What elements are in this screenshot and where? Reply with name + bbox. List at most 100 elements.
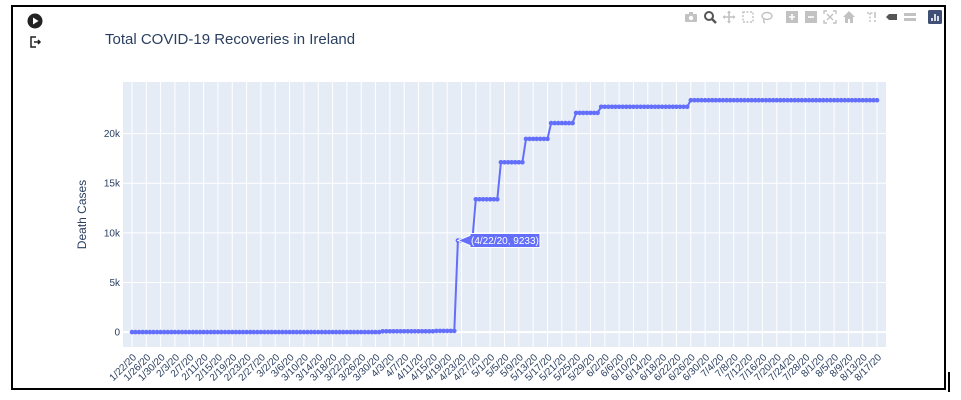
y-tick-label: 15k — [104, 179, 121, 190]
data-point — [237, 329, 242, 335]
data-point — [412, 329, 418, 334]
data-point — [176, 329, 181, 335]
data-point — [717, 97, 722, 103]
data-point — [609, 104, 615, 110]
hover-compare-icon[interactable] — [902, 9, 918, 25]
data-point — [656, 104, 661, 110]
data-point — [512, 160, 518, 165]
data-point — [230, 329, 235, 335]
data-point — [366, 329, 371, 335]
hover-closest-icon[interactable] — [883, 9, 899, 25]
data-point — [588, 110, 593, 116]
spike-lines-icon[interactable] — [864, 9, 880, 25]
hover-tooltip-text: (4/22/20, 9233) — [471, 236, 539, 247]
data-point — [384, 329, 389, 334]
data-point — [742, 97, 747, 103]
data-point — [330, 329, 335, 335]
data-point — [301, 329, 307, 335]
box-select-icon[interactable] — [740, 9, 756, 25]
data-point — [283, 329, 289, 335]
data-point — [341, 329, 346, 335]
chart-title: Total COVID-19 Recoveries in Ireland — [105, 31, 356, 48]
data-point — [559, 120, 565, 126]
play-icon[interactable] — [24, 10, 46, 32]
data-point — [444, 328, 450, 334]
data-point — [749, 97, 754, 103]
y-tick-label: 10k — [104, 228, 121, 239]
data-point — [695, 97, 701, 103]
zoom-out-icon[interactable] — [803, 9, 819, 25]
data-point — [201, 329, 206, 335]
data-point — [147, 329, 153, 335]
data-point — [584, 110, 590, 116]
data-point — [806, 97, 812, 103]
data-point — [541, 136, 547, 142]
plotly-logo-icon[interactable] — [927, 9, 943, 25]
data-point — [821, 97, 826, 103]
data-point — [161, 329, 167, 335]
data-point — [287, 329, 292, 335]
data-point — [735, 97, 740, 103]
data-point — [312, 329, 317, 335]
data-point — [778, 97, 783, 103]
data-point — [523, 136, 529, 142]
data-point — [473, 197, 479, 202]
data-point — [534, 136, 539, 142]
data-point — [799, 97, 805, 103]
data-point — [505, 160, 511, 165]
autoscale-icon[interactable] — [822, 9, 838, 25]
data-point — [613, 104, 618, 110]
data-point — [645, 104, 651, 110]
data-point — [527, 136, 532, 142]
data-point — [731, 97, 737, 103]
data-point — [860, 97, 865, 103]
pan-icon[interactable] — [721, 9, 737, 25]
data-point — [849, 97, 855, 103]
data-point — [763, 97, 769, 103]
data-point — [219, 329, 224, 335]
data-point — [294, 329, 300, 335]
data-point — [602, 104, 608, 110]
data-point — [441, 328, 446, 334]
zoom-in-icon[interactable] — [784, 9, 800, 25]
data-point — [649, 104, 654, 110]
data-point — [867, 97, 873, 103]
data-point — [856, 97, 862, 103]
reset-axes-icon[interactable] — [841, 9, 857, 25]
data-point — [337, 329, 343, 335]
data-point — [276, 329, 282, 335]
data-point — [254, 329, 260, 335]
data-point — [305, 329, 310, 335]
data-point — [187, 329, 192, 335]
data-point — [663, 104, 668, 110]
camera-icon[interactable] — [683, 9, 699, 25]
data-point — [760, 97, 765, 103]
data-point — [853, 97, 858, 103]
data-point — [530, 136, 536, 142]
zoom-icon[interactable] — [702, 9, 718, 25]
data-point — [581, 110, 586, 116]
data-point — [538, 136, 543, 142]
data-point — [681, 104, 686, 110]
lasso-select-icon[interactable] — [759, 9, 775, 25]
data-point — [598, 104, 604, 110]
data-point — [394, 329, 400, 334]
data-point — [251, 329, 256, 335]
data-point — [405, 329, 411, 334]
data-point — [595, 110, 600, 116]
data-point — [767, 97, 772, 103]
data-point — [423, 329, 429, 334]
data-point — [448, 328, 454, 334]
data-point — [487, 197, 493, 202]
data-point — [391, 329, 396, 334]
logout-icon[interactable] — [24, 31, 46, 53]
data-point — [419, 329, 425, 334]
data-point — [864, 97, 869, 103]
data-point — [430, 329, 436, 334]
data-point — [824, 97, 830, 103]
data-point — [491, 197, 497, 202]
data-point — [713, 97, 719, 103]
y-tick-label: 0 — [114, 328, 120, 339]
data-point — [774, 97, 779, 103]
data-point — [674, 104, 679, 110]
